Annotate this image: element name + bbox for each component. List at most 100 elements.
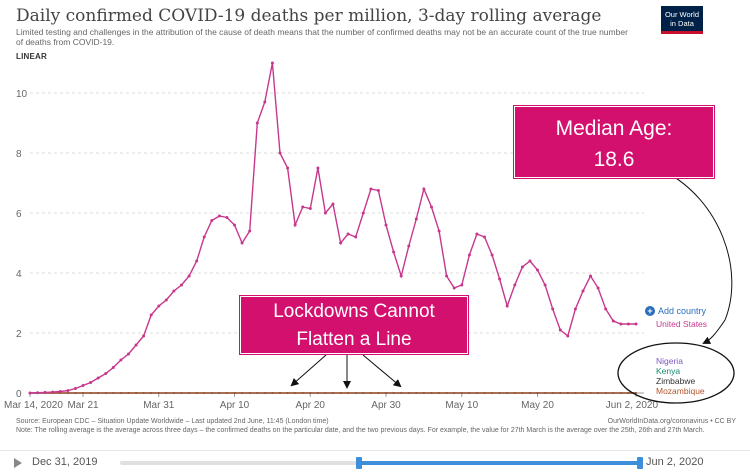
x-tick-label: Apr 20 [296,400,326,411]
data-point-united-states [626,322,630,326]
y-tick-label: 0 [16,389,22,400]
data-point-united-states [581,289,585,293]
data-point-united-states [66,389,70,393]
data-point-united-states [240,241,244,245]
data-point-mozambique [354,392,357,394]
series-lines [28,61,638,395]
data-point-united-states [111,366,115,369]
series-label-nigeria[interactable]: Nigeria [656,356,683,366]
data-point-united-states [483,235,486,239]
callout-arrows [290,170,735,404]
play-icon[interactable] [14,458,22,468]
data-point-united-states [195,259,199,263]
lockdown-line-2: Flatten a Line [296,329,412,350]
y-tick-label: 8 [16,149,22,160]
data-point-united-states [248,229,252,233]
data-point-united-states [36,391,40,395]
data-point-mozambique [407,392,410,394]
logo-line-2: in Data [670,18,694,28]
data-point-united-states [513,283,517,287]
data-point-mozambique [589,392,592,394]
data-point-mozambique [188,392,191,394]
x-tick-label: Jun 2, 2020 [606,400,659,411]
data-point-united-states [142,334,146,338]
data-point-mozambique [127,392,130,394]
data-point-mozambique [370,392,372,394]
timeline-end-handle[interactable] [637,457,643,469]
data-point-united-states [430,205,433,209]
data-point-mozambique [241,392,244,394]
scale-toggle[interactable]: LINEAR [16,52,47,61]
data-point-united-states [346,232,350,236]
data-point-united-states [414,217,418,221]
series-label-united-states[interactable]: United States [656,319,708,329]
data-point-united-states [233,223,236,227]
data-point-mozambique [392,392,395,394]
x-tick-label: May 20 [521,400,554,411]
data-point-mozambique [256,392,259,394]
data-point-united-states [255,121,259,125]
logo-line-1: Our World [664,9,700,19]
data-point-mozambique [180,392,183,394]
data-point-mozambique [635,392,637,394]
data-point-mozambique [627,392,630,394]
y-tick-label: 2 [16,329,22,340]
series-label-kenya[interactable]: Kenya [656,366,681,376]
series-label-mozambique[interactable]: Mozambique [656,386,705,396]
data-point-united-states [308,207,312,210]
data-point-mozambique [332,392,334,394]
timeline-start-label: Dec 31, 2019 [32,456,98,468]
data-point-mozambique [248,392,251,394]
arrow-curve [663,170,733,344]
data-point-mozambique [423,392,425,394]
data-point-mozambique [210,392,213,394]
data-point-united-states [301,205,305,209]
data-point-mozambique [294,392,296,394]
data-point-united-states [445,274,449,278]
data-point-united-states [399,274,403,278]
data-point-mozambique [173,392,175,394]
timeline-start-handle[interactable] [356,457,363,469]
source-text: Source: European CDC – Situation Update … [16,418,329,425]
data-point-united-states [210,219,214,222]
data-point-united-states [43,390,47,394]
data-point-united-states [331,202,335,206]
data-point-mozambique [309,392,312,394]
data-point-mozambique [120,392,122,394]
data-point-united-states [104,372,108,375]
data-point-united-states [172,289,176,293]
source-url[interactable]: OurWorldInData.org/coronavirus • CC BY [607,418,736,425]
timeline-slider[interactable]: Dec 31, 2019 Jun 2, 2020 [0,450,750,473]
data-point-mozambique [74,392,77,394]
data-point-mozambique [82,392,84,394]
timeline-selected-range[interactable] [359,461,640,465]
owid-logo[interactable]: Our World in Data [661,6,703,34]
data-point-mozambique [286,392,289,394]
median-age-value: 18.6 [593,148,635,171]
data-point-mozambique [362,392,365,394]
data-point-united-states [293,223,297,227]
data-point-mozambique [574,392,577,394]
data-point-mozambique [165,392,168,394]
data-point-mozambique [112,392,115,394]
data-point-united-states [339,241,343,245]
data-point-united-states [286,166,290,170]
series-label-zimbabwe[interactable]: Zimbabwe [656,376,696,386]
add-country-button[interactable]: + Add country [645,306,706,316]
data-point-mozambique [347,392,349,394]
data-point-united-states [543,283,547,287]
data-point-united-states [392,250,396,254]
data-point-mozambique [97,392,100,394]
y-axis-ticks: 0 2 4 6 8 10 [16,89,28,400]
y-tick-label: 4 [16,269,22,280]
data-point-united-states [127,352,130,356]
x-axis-ticks: Mar 14, 2020 Mar 21 Mar 31 Apr 10 Apr 20 Apr … [4,393,658,411]
data-point-united-states [270,61,274,65]
data-point-united-states [323,211,327,215]
data-point-united-states [217,214,221,218]
median-age-label: Median Age: [555,117,673,140]
data-point-mozambique [468,392,471,394]
x-tick-label: May 10 [445,400,478,411]
data-point-mozambique [453,392,456,394]
data-point-united-states [437,229,441,233]
